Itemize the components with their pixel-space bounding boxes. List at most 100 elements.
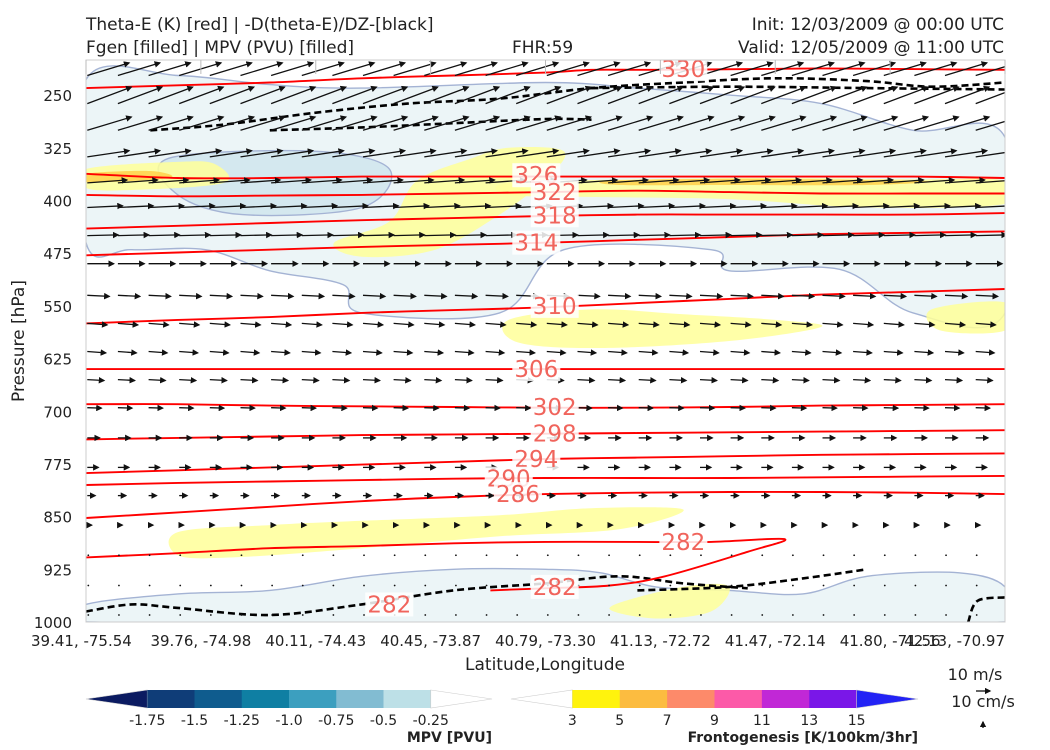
- wind-vector: [761, 177, 803, 184]
- wind-vector: [179, 148, 223, 158]
- colorbar-swatch: [147, 690, 195, 708]
- wind-vector: [485, 148, 529, 158]
- wind-vector: [577, 349, 598, 356]
- y-tick-label: 550: [43, 298, 72, 316]
- wind-vector: [117, 61, 162, 77]
- contour-label-bg: [512, 230, 561, 255]
- wind-vector: [362, 376, 381, 384]
- wind-vector: [761, 292, 785, 300]
- wind-vector: [669, 321, 691, 328]
- wind-vector: [914, 349, 935, 356]
- wind-vector: [362, 231, 396, 239]
- colorbar-label: MPV [PVU]: [407, 730, 492, 746]
- wind-vector: [944, 148, 989, 158]
- wind-vector: [87, 231, 120, 239]
- wind-vector: [393, 85, 439, 105]
- wind-vector: [332, 614, 335, 616]
- wind-vector: [240, 61, 284, 77]
- wind-vector: [883, 85, 930, 105]
- wind-vector: [761, 61, 805, 77]
- wind-vector: [179, 321, 201, 328]
- wind-vector: [700, 554, 702, 557]
- wind-vector: [883, 292, 908, 300]
- title-line-1: Theta-E (K) [red] | -D(theta-E)/DZ-[blac…: [86, 15, 434, 35]
- colorbar-tick-label: -0.5: [370, 713, 397, 729]
- wind-vector: [362, 292, 387, 300]
- wind-vector: [852, 85, 899, 105]
- wind-vector: [944, 177, 986, 184]
- wind-vector: [791, 202, 829, 210]
- wind-vector: [638, 85, 684, 105]
- wind-vector: [87, 554, 90, 557]
- contour-label-bg: [530, 574, 579, 599]
- wind-vector: [761, 231, 794, 239]
- wind-vector: [240, 349, 261, 356]
- wind-vector: [914, 292, 938, 300]
- wind-vector: [975, 91, 1005, 105]
- wind-vector: [424, 231, 457, 239]
- wind-vector: [822, 584, 825, 587]
- y-tick-label: 475: [43, 245, 72, 263]
- wind-vector: [669, 614, 672, 616]
- wind-vector: [914, 115, 960, 131]
- wind-vector: [332, 85, 378, 105]
- contour-label-bg: [365, 592, 414, 617]
- wind-vector: [638, 115, 684, 131]
- wind-vector: [117, 321, 140, 328]
- wind-vector: [485, 321, 507, 328]
- wind-vector: [853, 376, 872, 384]
- wind-vector: [332, 554, 335, 557]
- wind-vector: [761, 554, 764, 557]
- wind-vector: [485, 584, 488, 587]
- contour-labels: 3303263223183143103063022982942902862822…: [365, 57, 708, 618]
- wind-vector: [117, 292, 142, 300]
- wind-vector: [975, 349, 996, 356]
- wind-vector: [852, 61, 897, 77]
- colorbar-tick-label: -1.5: [181, 713, 208, 729]
- wind-vector: [853, 202, 890, 210]
- wind-vector: [883, 584, 886, 587]
- contour-label: 282: [661, 530, 705, 556]
- wind-vector: [271, 202, 308, 210]
- wind-vector: [363, 614, 365, 616]
- wind-vector: [669, 349, 690, 356]
- wind-vector: [669, 231, 702, 239]
- wind-vector: [209, 177, 251, 184]
- wind-vector: [271, 177, 312, 184]
- wind-vector: [577, 292, 601, 300]
- wind-vector: [454, 231, 487, 239]
- wind-vector: [87, 614, 90, 616]
- wind-vector: [118, 554, 120, 557]
- contour-label-bg: [493, 482, 542, 507]
- wind-vector: [332, 148, 376, 158]
- wind-vector: [730, 349, 751, 356]
- wind-vector: [148, 202, 186, 210]
- x-tick-label: 42.13, -70.97: [904, 632, 1005, 650]
- colorbar-swatch: [510, 689, 573, 709]
- wind-vector: [883, 349, 904, 356]
- wind-vector: [393, 292, 417, 300]
- wind-vector: [944, 231, 978, 239]
- wind-vector: [577, 115, 623, 131]
- wind-vector: [179, 376, 198, 384]
- wind-vector: [455, 584, 457, 587]
- wind-vector: [485, 614, 488, 616]
- x-tick-label: 39.76, -74.98: [150, 632, 251, 650]
- x-tick-label: 40.11, -74.43: [265, 632, 366, 650]
- wind-vector: [730, 584, 733, 587]
- wind-vector: [761, 85, 807, 105]
- wind-vector: [424, 85, 470, 105]
- wind-vector: [914, 202, 951, 210]
- colorbar-tick-label: 7: [663, 713, 672, 729]
- wind-vector: [332, 61, 376, 77]
- colorbar-swatch: [85, 689, 148, 709]
- wind-vector: [822, 554, 825, 557]
- contour-label: 302: [533, 395, 577, 421]
- wind-vector: [853, 554, 856, 557]
- wind-vector: [699, 292, 724, 300]
- wind-vector: [761, 614, 764, 616]
- wind-vector: [883, 321, 905, 328]
- wind-vector: [393, 177, 435, 184]
- wind-vector: [577, 148, 621, 158]
